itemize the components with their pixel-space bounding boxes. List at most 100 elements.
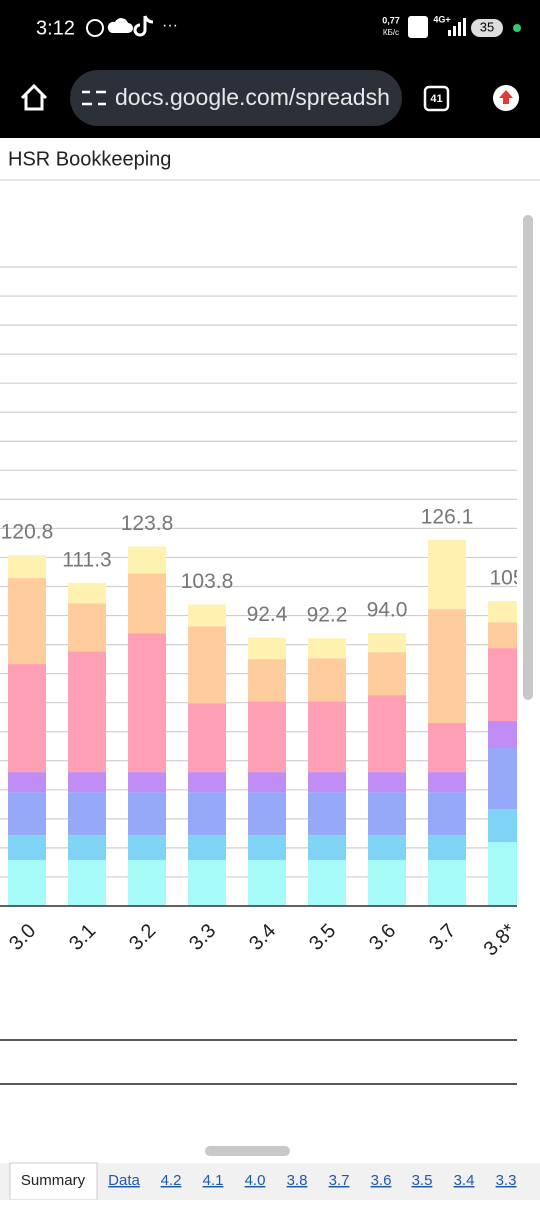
total-label: 120.8 <box>1 521 54 544</box>
bar-segment <box>248 835 286 861</box>
bar-segment <box>368 792 406 836</box>
x-tick-label: 3.7 <box>425 920 460 955</box>
bar-segment <box>188 604 226 627</box>
bar-segment <box>248 772 286 793</box>
total-label: 126.1 <box>421 505 474 528</box>
bar-segment <box>128 573 166 634</box>
x-tick-label: 3.3 <box>185 920 220 955</box>
bar-segment <box>308 638 346 659</box>
signal-icon <box>448 18 466 36</box>
bar-segment <box>428 860 466 906</box>
sheet-tab[interactable]: 4.1 <box>203 1172 224 1189</box>
net-unit: КБ/с <box>383 28 399 37</box>
bar-segment <box>128 772 166 793</box>
bar-segment <box>488 648 517 721</box>
bar-segment <box>488 747 517 809</box>
x-tick-label: 3.6 <box>365 920 400 955</box>
bar-segment <box>368 860 406 906</box>
bar-segment <box>8 578 46 665</box>
bar-segment <box>428 772 466 793</box>
v-scrollbar[interactable] <box>523 215 533 700</box>
bar-segment <box>248 792 286 836</box>
doc-title: HSR Bookkeeping <box>8 148 171 170</box>
x-tick-label: 3.1 <box>65 920 100 955</box>
total-label: 92.4 <box>247 603 288 626</box>
chart: 120.8 3.0 111.3 3.1 123.8 3.2 103.8 3.3 92.4 3.4 9… <box>0 266 524 961</box>
app-icon <box>86 19 104 37</box>
bar-segment <box>128 835 166 861</box>
bar-segment <box>308 658 346 702</box>
x-tick-label: 3.2 <box>125 920 160 955</box>
total-label: 94.0 <box>367 599 408 622</box>
bar-segment <box>68 860 106 906</box>
bar-segment <box>488 808 517 843</box>
tabs-button[interactable] <box>423 85 450 112</box>
sheet-tab[interactable]: 4.0 <box>245 1172 266 1189</box>
active-tab[interactable] <box>9 1162 98 1201</box>
h-scrollbar[interactable] <box>205 1146 290 1156</box>
bar-segment <box>188 626 226 704</box>
url-bar[interactable] <box>70 70 402 126</box>
x-tick-label: 3.8* <box>480 920 521 961</box>
bar-segment <box>368 652 406 696</box>
bar-segment <box>68 582 106 604</box>
bar-segment <box>128 860 166 906</box>
bar-segment <box>308 701 346 773</box>
total-label: 92.2 <box>307 604 348 627</box>
bar-segment <box>188 703 226 773</box>
battery-icon <box>471 19 503 37</box>
x-tick-label: 3.5 <box>305 920 340 955</box>
bar-segment <box>188 772 226 793</box>
bar-segment <box>488 601 517 623</box>
battery-level: 35 <box>480 19 494 34</box>
sheet-tab[interactable]: 3.5 <box>412 1172 433 1189</box>
bar-segment <box>248 860 286 906</box>
sheet-tabs: Summary Data 4.2 4.1 4.0 3.8 3.7 3.6 3.5 3.4 3.3 <box>9 1162 517 1201</box>
sheet-tab[interactable]: 3.6 <box>371 1172 392 1189</box>
bar-segment <box>8 772 46 793</box>
bar-segment <box>128 546 166 574</box>
bar-segment <box>68 835 106 861</box>
net-speed: 0,77 <box>382 15 400 25</box>
cloud-icon <box>107 18 133 33</box>
sheet-tab[interactable]: 4.2 <box>161 1172 182 1189</box>
tab-count[interactable]: 41 <box>430 93 442 105</box>
bar-segment <box>368 632 406 653</box>
bar-segment <box>8 664 46 773</box>
bar-segment <box>308 792 346 836</box>
bar-segment <box>428 792 466 836</box>
bar-segment <box>248 659 286 702</box>
bar-segment <box>8 792 46 836</box>
volte-icon <box>408 16 428 38</box>
bar-segment <box>428 723 466 773</box>
clock: 3:12 <box>36 17 75 39</box>
total-label: 111.3 <box>62 548 111 571</box>
sheet-tab[interactable]: 3.8 <box>287 1172 308 1189</box>
bar-segment <box>308 860 346 906</box>
bar-segment <box>248 637 286 660</box>
sheet-tab[interactable]: Summary <box>21 1172 86 1189</box>
bar-segment <box>308 772 346 793</box>
bar-segment <box>128 792 166 836</box>
bar-segment <box>368 695 406 773</box>
sheet-tab[interactable]: 3.3 <box>496 1172 517 1189</box>
url[interactable]: docs.google.com/spreadsh <box>115 84 390 110</box>
bar-segment <box>68 772 106 793</box>
bar-segment <box>8 835 46 861</box>
bar-segment <box>368 835 406 861</box>
sheet-tab[interactable]: 3.7 <box>329 1172 350 1189</box>
home-button[interactable] <box>20 83 48 111</box>
x-tick-label: 3.0 <box>5 920 40 955</box>
bar-segment <box>488 622 517 649</box>
update-arrow <box>499 90 513 104</box>
bar-segment <box>68 603 106 652</box>
sheet-tab[interactable]: Data <box>108 1172 140 1189</box>
bar-segment <box>68 792 106 836</box>
sheet-tab[interactable]: 3.4 <box>454 1172 475 1189</box>
site-settings[interactable] <box>82 90 106 106</box>
total-label: 105 <box>489 567 524 590</box>
bar-segment <box>308 835 346 861</box>
more-icon: ··· <box>162 17 178 34</box>
bar-segment <box>188 792 226 836</box>
